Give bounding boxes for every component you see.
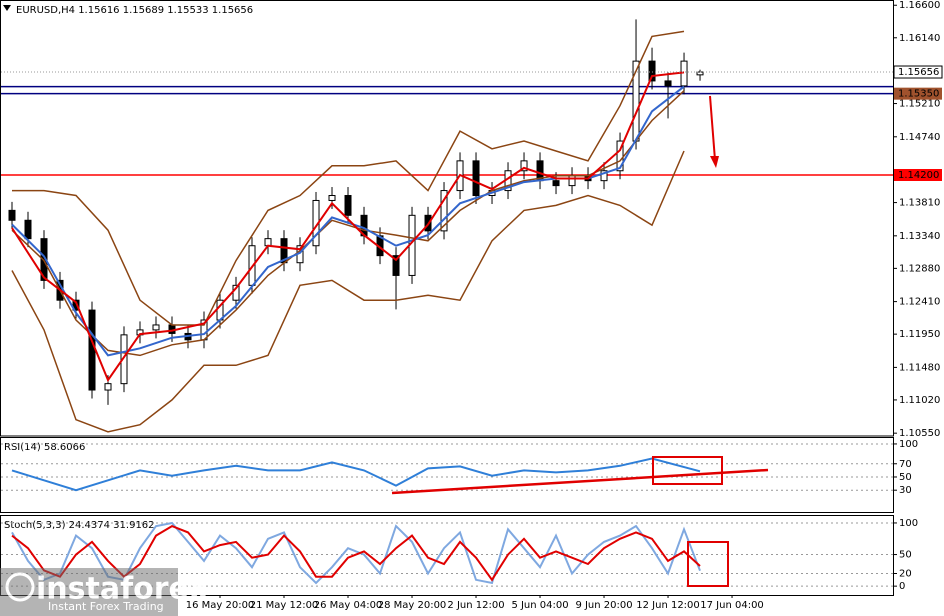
candle-body <box>568 175 576 187</box>
watermark: instaforex Instant Forex Trading <box>0 568 208 616</box>
y-tick-label: 1.16140 <box>899 33 940 44</box>
stoch-frame <box>0 515 894 596</box>
y-tick-label: 1.12880 <box>899 263 940 274</box>
candle-body <box>520 160 528 172</box>
y-tick-label: 70 <box>899 459 912 470</box>
x-tick-label: 17 Jun 04:00 <box>700 600 764 611</box>
y-tick-label: 50 <box>899 472 912 483</box>
x-tick-label: 28 May 20:00 <box>378 600 447 611</box>
watermark-name: instaforex <box>36 572 208 607</box>
arrow-shaft <box>709 95 716 161</box>
candle-body <box>440 190 448 232</box>
y-tick-label: 1.13810 <box>899 198 940 209</box>
candle-body <box>24 219 32 240</box>
level-label-box <box>894 87 942 100</box>
indicator-line <box>11 150 685 433</box>
y-tick-label: 20 <box>899 569 912 580</box>
candle-body <box>40 238 48 281</box>
panel-title: RSI(14) 58.6066 <box>4 442 85 453</box>
candle-body <box>120 334 128 385</box>
x-tick-label: 21 May 12:00 <box>250 600 319 611</box>
candle-body <box>392 255 400 276</box>
price-frame <box>0 0 894 437</box>
y-tick-label: 1.11950 <box>899 329 940 340</box>
watermark-bg <box>0 568 178 616</box>
y-tick-label: 50 <box>899 550 912 561</box>
candle-body <box>328 195 336 201</box>
highlight-box <box>687 541 729 587</box>
menu-icon <box>3 5 11 11</box>
y-tick-label: 100 <box>899 439 918 450</box>
indicator-line <box>12 30 685 326</box>
candle-body <box>648 60 656 82</box>
candle-body <box>72 299 80 311</box>
y-tick-label: 1.14740 <box>899 132 940 143</box>
level-label: 1.15350 <box>898 89 939 100</box>
watermark-tagline: Instant Forex Trading <box>48 600 164 613</box>
candle-body <box>472 160 480 197</box>
candle-body <box>664 80 672 87</box>
indicator-line <box>11 90 685 357</box>
candle-body <box>344 195 352 216</box>
y-tick-label: 1.15210 <box>899 99 940 110</box>
highlight-box <box>652 456 723 485</box>
x-tick-label: 2 Jun 12:00 <box>447 600 504 611</box>
x-tick-label: 16 May 20:00 <box>186 600 255 611</box>
y-tick-label: 1.12410 <box>899 297 940 308</box>
y-tick-label: 100 <box>899 518 918 529</box>
x-tick-label: 9 Jun 20:00 <box>575 600 632 611</box>
y-tick-label: 1.11020 <box>899 395 940 406</box>
y-tick-label: 1.13340 <box>899 231 940 242</box>
trend-line <box>391 468 769 495</box>
arrow-head <box>710 156 719 168</box>
y-tick-label: 0 <box>899 581 905 592</box>
y-tick-label: 1.16600 <box>899 0 940 11</box>
candle-body <box>88 309 96 391</box>
x-tick-label: 5 Jun 04:00 <box>511 600 568 611</box>
candle-body <box>600 170 608 182</box>
panel-title: Stoch(5,3,3) 24.4374 31.9162 <box>4 520 155 531</box>
panel-title: EURUSD,H4 1.15616 1.15689 1.15533 1.1565… <box>16 5 253 16</box>
y-tick-label: 1.11480 <box>899 362 940 373</box>
candle-body <box>152 324 160 331</box>
candle-body <box>8 209 16 221</box>
level-label: 1.14200 <box>898 170 939 181</box>
x-tick-label: 26 May 04:00 <box>314 600 383 611</box>
level-label-box <box>894 169 942 181</box>
indicator-line <box>11 457 701 492</box>
candle-body <box>264 238 272 247</box>
candle-body <box>632 60 640 142</box>
candle-body <box>104 383 112 391</box>
y-tick-label: 30 <box>899 485 912 496</box>
x-tick-label: 12 Jun 12:00 <box>636 600 700 611</box>
y-tick-label: 1.10550 <box>899 428 940 439</box>
rsi-frame <box>0 437 894 513</box>
last-price-label: 1.15656 <box>898 67 939 78</box>
logo-icon <box>5 572 35 602</box>
candle-body <box>552 180 560 187</box>
indicator-line <box>11 71 685 383</box>
